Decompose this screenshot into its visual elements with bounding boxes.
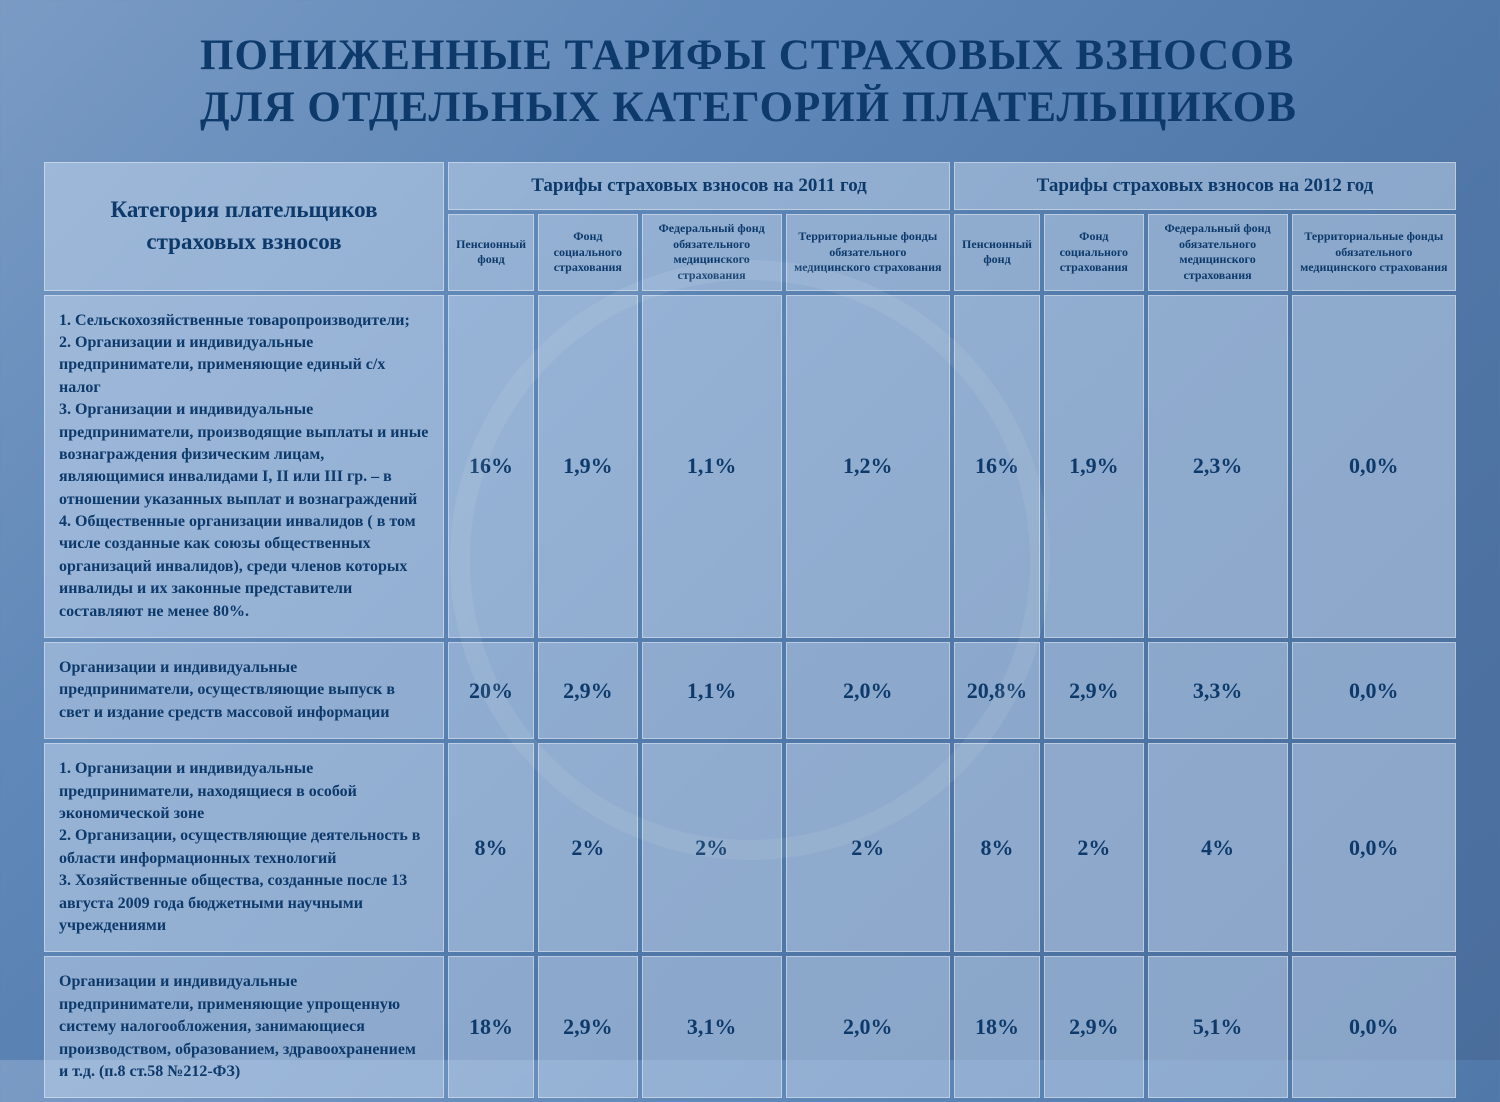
col-year-2012: Тарифы страховых взносов на 2012 год — [954, 162, 1456, 210]
table-row: 1. Организации и индивидуальные предприн… — [44, 743, 1456, 952]
value-cell: 0,0% — [1292, 642, 1456, 739]
value-cell: 3,1% — [642, 956, 782, 1098]
value-cell: 2,9% — [1044, 956, 1143, 1098]
value-cell: 2% — [786, 743, 950, 952]
value-cell: 20,8% — [954, 642, 1040, 739]
tariff-table-wrap: Категория плательщиков страховых взносов… — [0, 158, 1500, 1102]
value-cell: 16% — [954, 295, 1040, 638]
col-2011-social: Фонд социального страхования — [538, 214, 637, 290]
category-cell: Организации и индивидуальные предпринима… — [44, 642, 444, 739]
value-cell: 2,9% — [1044, 642, 1143, 739]
value-cell: 4% — [1148, 743, 1288, 952]
value-cell: 18% — [954, 956, 1040, 1098]
value-cell: 5,1% — [1148, 956, 1288, 1098]
value-cell: 2,9% — [538, 642, 637, 739]
value-cell: 2,0% — [786, 642, 950, 739]
col-2011-territorial-med: Территориальные фонды обязательного меди… — [786, 214, 950, 290]
table-row: 1. Сельскохозяйственные товаропроизводит… — [44, 295, 1456, 638]
col-2012-social: Фонд социального страхования — [1044, 214, 1143, 290]
col-2012-federal-med: Федеральный фонд обязательного медицинск… — [1148, 214, 1288, 290]
value-cell: 20% — [448, 642, 534, 739]
value-cell: 0,0% — [1292, 743, 1456, 952]
value-cell: 2,3% — [1148, 295, 1288, 638]
col-2011-pension: Пенсионный фонд — [448, 214, 534, 290]
value-cell: 1,9% — [1044, 295, 1143, 638]
value-cell: 3,3% — [1148, 642, 1288, 739]
value-cell: 1,1% — [642, 295, 782, 638]
tariff-table: Категория плательщиков страховых взносов… — [40, 158, 1460, 1102]
category-cell: Организации и индивидуальные предпринима… — [44, 956, 444, 1098]
col-2012-pension: Пенсионный фонд — [954, 214, 1040, 290]
value-cell: 2% — [538, 743, 637, 952]
value-cell: 2,0% — [786, 956, 950, 1098]
title-line-1: ПОНИЖЕННЫЕ ТАРИФЫ СТРАХОВЫХ ВЗНОСОВ — [200, 32, 1294, 79]
value-cell: 0,0% — [1292, 295, 1456, 638]
category-cell: 1. Организации и индивидуальные предприн… — [44, 743, 444, 952]
col-year-2011: Тарифы страховых взносов на 2011 год — [448, 162, 950, 210]
value-cell: 0,0% — [1292, 956, 1456, 1098]
value-cell: 2% — [642, 743, 782, 952]
table-row: Организации и индивидуальные предпринима… — [44, 642, 1456, 739]
page-title: ПОНИЖЕННЫЕ ТАРИФЫ СТРАХОВЫХ ВЗНОСОВ ДЛЯ … — [0, 0, 1500, 158]
col-2012-territorial-med: Территориальные фонды обязательного меди… — [1292, 214, 1456, 290]
title-line-2: ДЛЯ ОТДЕЛЬНЫХ КАТЕГОРИЙ ПЛАТЕЛЬЩИКОВ — [200, 84, 1297, 131]
value-cell: 1,1% — [642, 642, 782, 739]
value-cell: 1,9% — [538, 295, 637, 638]
category-cell: 1. Сельскохозяйственные товаропроизводит… — [44, 295, 444, 638]
table-row: Организации и индивидуальные предпринима… — [44, 956, 1456, 1098]
value-cell: 1,2% — [786, 295, 950, 638]
value-cell: 2% — [1044, 743, 1143, 952]
value-cell: 8% — [448, 743, 534, 952]
value-cell: 2,9% — [538, 956, 637, 1098]
tariff-table-body: 1. Сельскохозяйственные товаропроизводит… — [44, 295, 1456, 1099]
col-category: Категория плательщиков страховых взносов — [44, 162, 444, 290]
col-2011-federal-med: Федеральный фонд обязательного медицинск… — [642, 214, 782, 290]
value-cell: 8% — [954, 743, 1040, 952]
value-cell: 18% — [448, 956, 534, 1098]
value-cell: 16% — [448, 295, 534, 638]
